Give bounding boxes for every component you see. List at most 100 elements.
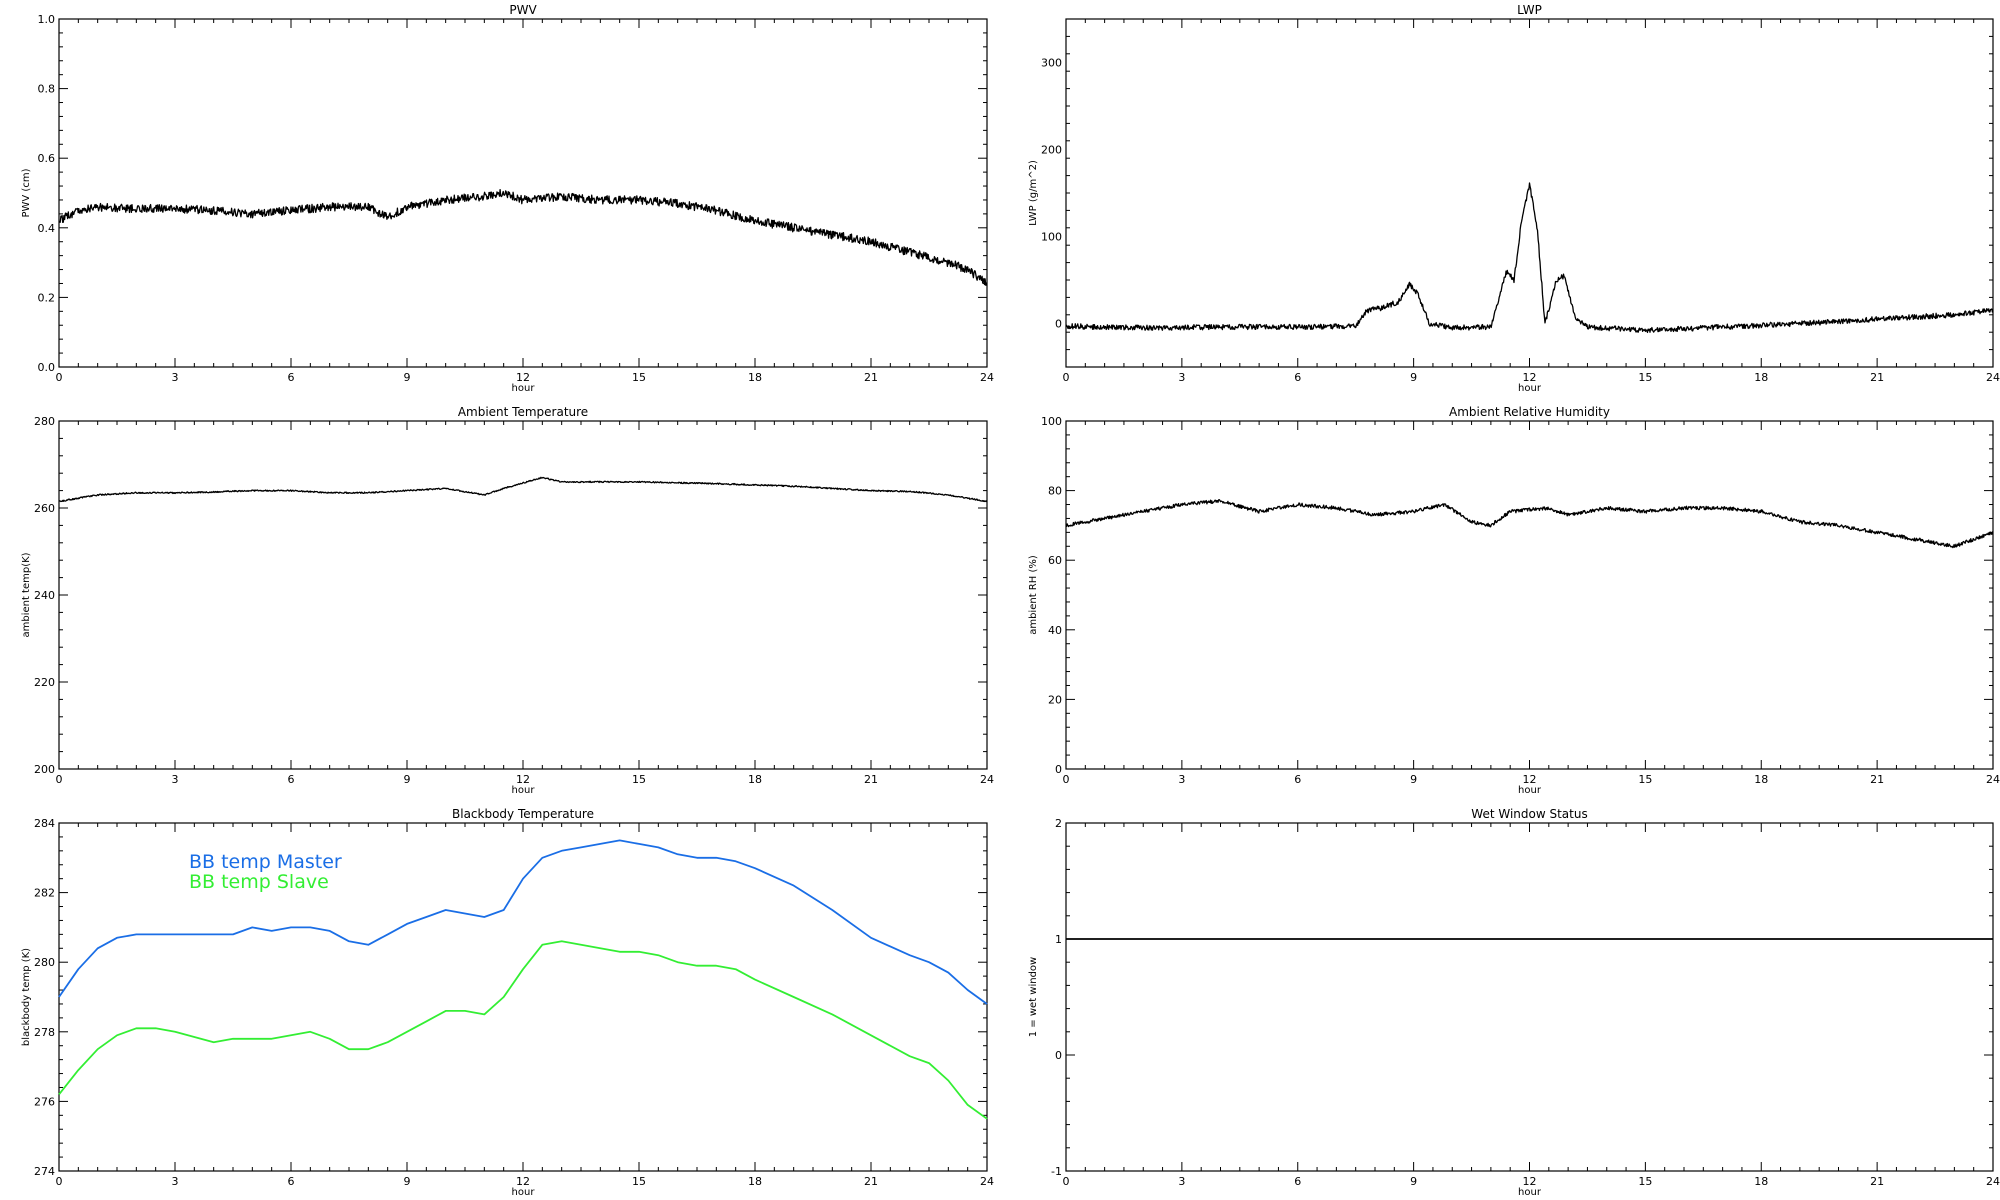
chart-title: Ambient Relative Humidity [1449,405,1610,419]
y-tick-label: 278 [34,1026,55,1039]
x-tick-label: 3 [172,371,179,384]
chart-title: Blackbody Temperature [452,807,594,821]
x-tick-label: 9 [1410,773,1417,786]
x-tick-label: 3 [172,1175,179,1188]
y-tick-label: -1 [1051,1165,1062,1178]
y-tick-label: 0 [1055,763,1062,776]
y-axis-label: 1 = wet window [1028,957,1039,1037]
x-tick-label: 0 [56,773,63,786]
x-tick-label: 6 [288,773,295,786]
y-axis-label: ambient temp(K) [21,552,32,637]
x-axis-label: hour [1518,1187,1542,1198]
chart-title: LWP [1517,3,1542,17]
series-line [58,188,988,286]
x-tick-label: 24 [980,1175,994,1188]
series-line [58,839,988,1005]
y-axis-label: PWV (cm) [21,168,32,217]
x-axis-label: hour [1518,383,1542,394]
x-tick-label: 9 [1410,371,1417,384]
x-tick-label: 21 [864,773,878,786]
y-tick-label: 220 [34,676,55,689]
y-tick-label: 280 [34,415,55,428]
x-tick-label: 15 [1638,773,1652,786]
x-tick-label: 9 [1410,1175,1417,1188]
y-tick-label: 0.4 [38,222,56,235]
chart-panel: LWP 0 3 6 9 12 15 18 21 24 hour 0 100 200 300 LWP (g/m^… [1028,3,2000,394]
legend-entry: BB temp Slave [189,871,329,893]
y-tick-label: 100 [1041,415,1062,428]
chart-panel: Blackbody Temperature 0 3 6 9 12 15 18 21 24 hour 2… [21,807,994,1198]
plot-frame [1065,420,1994,770]
x-tick-label: 6 [1294,1175,1301,1188]
y-tick-label: 2 [1055,817,1062,830]
y-tick-label: 276 [34,1095,55,1108]
x-tick-label: 24 [1986,1175,2000,1188]
y-tick-label: 40 [1048,624,1062,637]
x-tick-label: 24 [980,371,994,384]
x-tick-label: 15 [1638,371,1652,384]
x-tick-label: 18 [1754,1175,1768,1188]
chart-panel: Ambient Relative Humidity 0 3 6 9 12 15 18 21 24 h… [1028,405,2000,796]
x-tick-label: 12 [1523,1175,1537,1188]
x-tick-label: 18 [748,1175,762,1188]
x-tick-label: 24 [1986,773,2000,786]
chart-title: PWV [509,3,537,17]
plot-frame [1065,822,1994,1172]
chart-panel: Ambient Temperature 0 3 6 9 12 15 18 21 24 hour 200… [21,405,994,796]
y-axis-label: blackbody temp (K) [21,948,32,1046]
x-tick-label: 15 [632,371,646,384]
x-axis-label: hour [512,1187,536,1198]
x-tick-label: 15 [632,773,646,786]
x-tick-label: 21 [1870,773,1884,786]
x-tick-label: 0 [56,371,63,384]
y-tick-label: 240 [34,589,55,602]
x-tick-label: 12 [516,773,530,786]
series-line [1065,182,1994,334]
y-tick-label: 0.2 [38,291,56,304]
y-tick-label: 200 [34,763,55,776]
x-tick-label: 18 [748,371,762,384]
x-axis-label: hour [512,785,536,796]
y-axis-label: LWP (g/m^2) [1028,160,1039,226]
chart-title: Ambient Temperature [458,405,588,419]
x-axis-label: hour [1518,785,1542,796]
plot-frame [58,18,988,368]
y-tick-label: 100 [1041,231,1062,244]
x-tick-label: 3 [1178,1175,1185,1188]
y-axis-label: ambient RH (%) [1028,555,1039,635]
x-tick-label: 0 [1063,773,1070,786]
x-tick-label: 9 [404,773,411,786]
x-tick-label: 21 [1870,371,1884,384]
series-line [58,940,988,1120]
y-tick-label: 260 [34,502,55,515]
x-tick-label: 15 [632,1175,646,1188]
chart-title: Wet Window Status [1471,807,1587,821]
x-tick-label: 12 [516,371,530,384]
x-tick-label: 24 [1986,371,2000,384]
y-tick-label: 0.0 [38,361,56,374]
x-tick-label: 21 [864,1175,878,1188]
y-tick-label: 274 [34,1165,55,1178]
x-tick-label: 18 [748,773,762,786]
x-tick-label: 12 [1523,773,1537,786]
y-tick-label: 20 [1048,693,1062,706]
x-axis-label: hour [512,383,536,394]
y-tick-label: 0 [1055,318,1062,331]
x-tick-label: 24 [980,773,994,786]
x-tick-label: 21 [1870,1175,1884,1188]
y-tick-label: 282 [34,887,55,900]
x-tick-label: 12 [1523,371,1537,384]
x-tick-label: 6 [288,371,295,384]
series-line [58,476,988,503]
y-tick-label: 0.8 [38,83,56,96]
x-tick-label: 18 [1754,371,1768,384]
y-tick-label: 280 [34,956,55,969]
x-tick-label: 21 [864,371,878,384]
y-tick-label: 80 [1048,485,1062,498]
x-tick-label: 18 [1754,773,1768,786]
x-tick-label: 3 [1178,371,1185,384]
x-tick-label: 3 [172,773,179,786]
plot-frame [1065,18,1994,368]
